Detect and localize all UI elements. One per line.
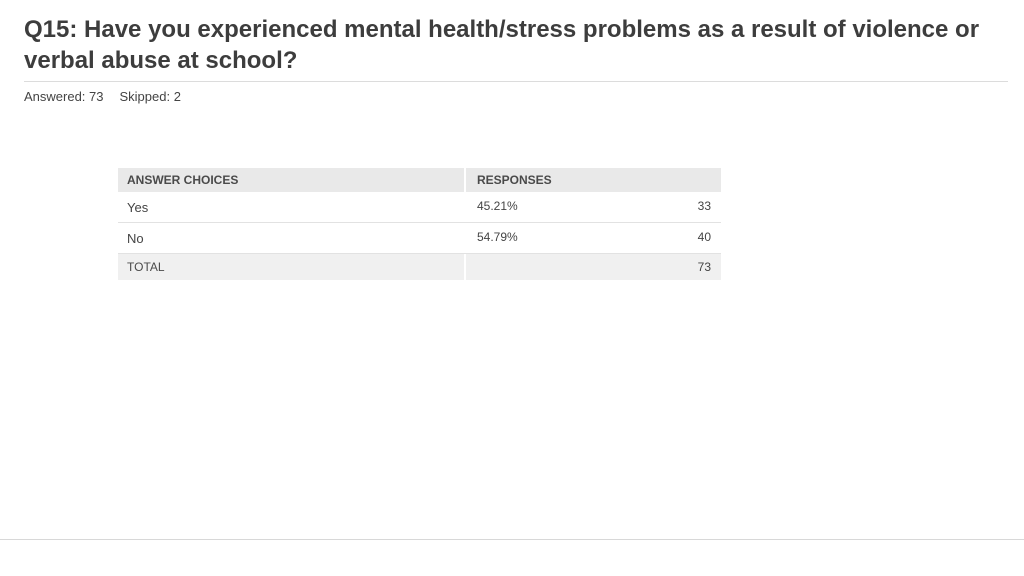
response-percent: 54.79%	[477, 230, 518, 244]
table-total-row: TOTAL 73	[118, 254, 721, 280]
table-row: Yes 45.21% 33	[118, 192, 721, 223]
header-answer-choices: ANSWER CHOICES	[118, 168, 466, 192]
results-table: ANSWER CHOICES RESPONSES Yes 45.21% 33 N…	[118, 168, 721, 280]
response-percent: 45.21%	[477, 199, 518, 213]
response-yes: 45.21% 33	[466, 192, 721, 222]
question-title: Q15: Have you experienced mental health/…	[24, 16, 980, 74]
skipped-count: Skipped: 2	[119, 89, 181, 104]
total-label: TOTAL	[118, 254, 466, 280]
table-header-row: ANSWER CHOICES RESPONSES	[118, 168, 721, 192]
response-stats: Answered: 73 Skipped: 2	[24, 89, 181, 105]
title-divider	[24, 81, 1008, 82]
answer-choice-yes: Yes	[118, 192, 466, 222]
answered-count: Answered: 73	[24, 89, 104, 104]
response-count: 40	[697, 230, 711, 244]
header-responses: RESPONSES	[477, 173, 552, 187]
total-count: 73	[697, 260, 711, 274]
response-no: 54.79% 40	[466, 223, 721, 253]
table-row: No 54.79% 40	[118, 223, 721, 254]
answer-choice-no: No	[118, 223, 466, 253]
response-count: 33	[697, 199, 711, 213]
total-responses: 73	[466, 254, 721, 280]
footer-divider	[0, 539, 1024, 540]
